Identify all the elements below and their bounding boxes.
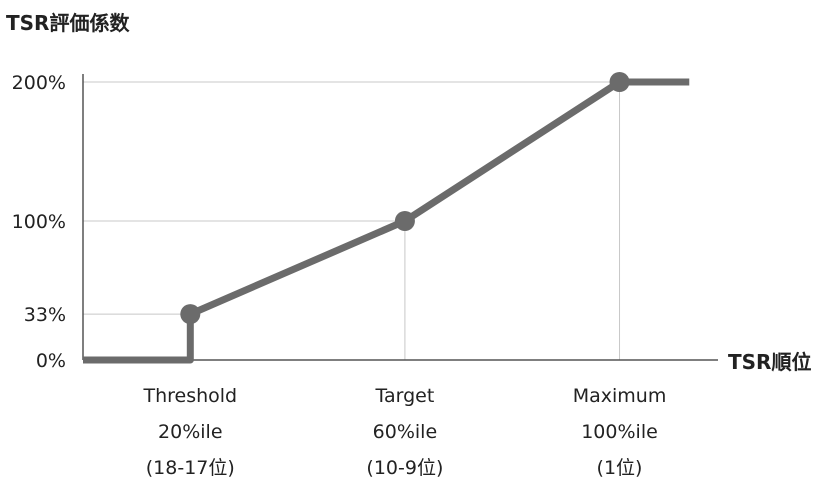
x-category-label: Target bbox=[375, 385, 435, 407]
x-category-label: 20%ile bbox=[158, 421, 222, 443]
data-point-marker bbox=[180, 304, 201, 325]
x-category-label: 100%ile bbox=[581, 421, 658, 443]
series-line bbox=[83, 78, 690, 364]
series-group bbox=[83, 72, 690, 364]
y-tick-label: 0% bbox=[36, 350, 66, 372]
x-category-label: Maximum bbox=[573, 385, 667, 407]
x-category-label: (1位) bbox=[597, 457, 643, 479]
x-category-label: (18-17位) bbox=[146, 457, 235, 479]
y-tick-label: 200% bbox=[12, 72, 66, 94]
data-point-marker bbox=[394, 211, 415, 231]
x-category-label: Threshold bbox=[142, 385, 237, 407]
x-category-label: 60%ile bbox=[373, 421, 437, 443]
x-category-label: (10-9位) bbox=[366, 457, 443, 479]
y-tick-label: 100% bbox=[12, 211, 66, 233]
y-tick-labels: 0% 33% 100% 200% bbox=[12, 72, 66, 372]
data-point-marker bbox=[609, 72, 630, 92]
y-tick-label: 33% bbox=[24, 304, 66, 326]
x-axis-title: TSR順位 bbox=[728, 350, 811, 374]
x-category-labels: Threshold 20%ile (18-17位) Target 60%ile (10-9… bbox=[142, 385, 666, 479]
guide-lines bbox=[83, 81, 621, 360]
y-axis-title: TSR評価係数 bbox=[6, 11, 130, 35]
